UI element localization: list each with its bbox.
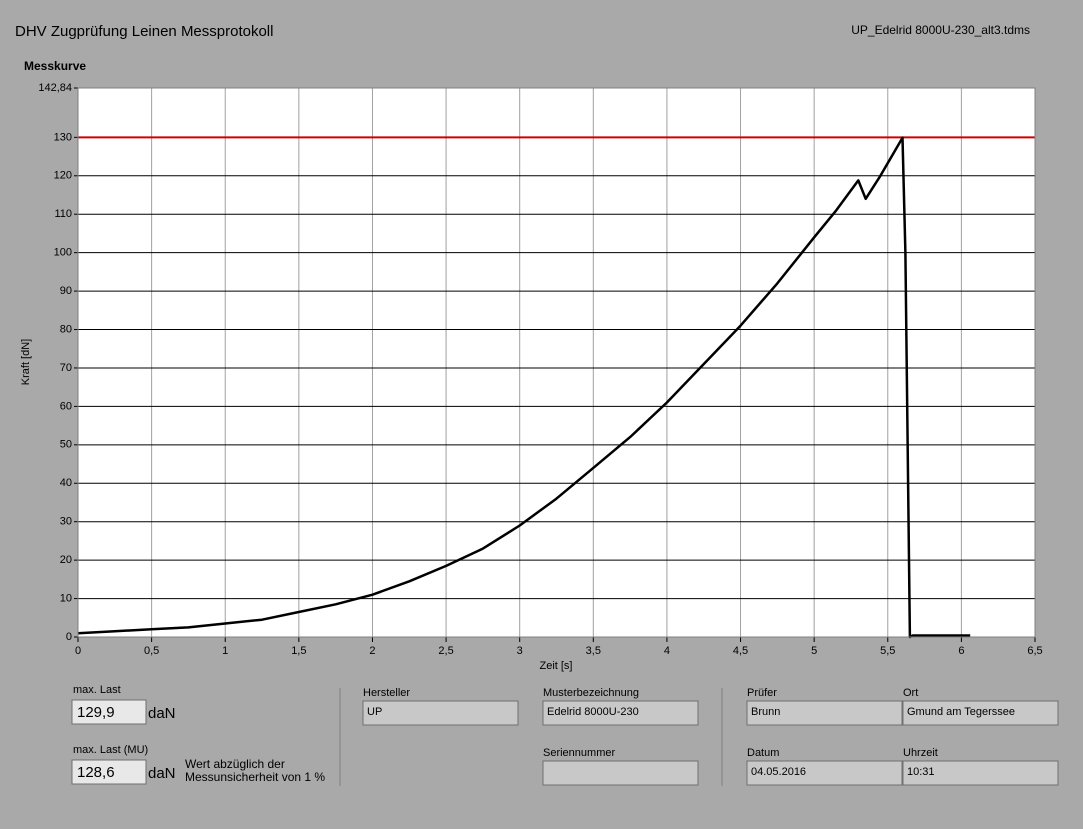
plot-area xyxy=(78,88,1035,637)
page-title: DHV Zugprüfung Leinen Messprotokoll xyxy=(15,23,273,40)
y-tick-label: 90 xyxy=(60,285,72,297)
chart: 0 0,5 1 1,5 2 2,5 3 3,5 4 4,5 5 5,5 6 6,5 0 10 20 30 40 50 6… xyxy=(38,82,1042,657)
field-label: Ort xyxy=(903,687,918,699)
note: Wert abzüglich der xyxy=(185,757,285,771)
x-axis-label: Zeit [s] xyxy=(539,660,572,672)
field-box xyxy=(542,700,699,726)
x-tick-label: 4 xyxy=(664,645,670,657)
field-box xyxy=(542,760,699,786)
field-box xyxy=(71,699,147,725)
x-tick-label: 6,5 xyxy=(1027,645,1042,657)
field-label: Datum xyxy=(747,747,779,759)
curve xyxy=(77,136,971,639)
x-tick-label: 6 xyxy=(958,645,964,657)
x-tick-label: 2 xyxy=(369,645,375,657)
y-tick-label: 30 xyxy=(60,516,72,528)
y-tick-label: 110 xyxy=(54,208,72,220)
field-value: Brunn xyxy=(751,706,780,718)
field-box xyxy=(71,759,147,785)
field-label: Musterbezeichnung xyxy=(543,687,639,699)
field-value: 10:31 xyxy=(907,766,935,778)
file-name: UP_Edelrid 8000U-230_alt3.tdms xyxy=(851,23,1030,37)
field-label: Uhrzeit xyxy=(903,747,938,759)
field-value: UP xyxy=(367,706,382,718)
note: Messunsicherheit von 1 % xyxy=(185,770,325,784)
field-box xyxy=(902,760,1059,786)
field-value: Edelrid 8000U-230 xyxy=(547,706,639,718)
field-box xyxy=(746,760,903,786)
field-label: Prüfer xyxy=(747,687,777,699)
y-tick-label: 120 xyxy=(54,170,72,182)
y-tick-label: 80 xyxy=(60,323,72,335)
x-tick-label: 1,5 xyxy=(291,645,306,657)
y-tick-label: 142,84 xyxy=(38,82,72,94)
field-label: max. Last xyxy=(73,684,121,696)
y-tick-label: 50 xyxy=(60,439,72,451)
y-tick-label: 0 xyxy=(66,631,72,643)
x-tick-label: 3,5 xyxy=(586,645,601,657)
x-tick-label: 4,5 xyxy=(733,645,748,657)
field-box xyxy=(362,700,519,726)
y-tick-label: 40 xyxy=(60,477,72,489)
chart-title: Messkurve xyxy=(24,59,86,73)
field-value: 04.05.2016 xyxy=(751,766,806,778)
field-value: 129,9 xyxy=(77,704,115,721)
x-tick-label: 0 xyxy=(75,645,81,657)
y-tick-label: 10 xyxy=(60,592,72,604)
x-tick-label: 1 xyxy=(222,645,228,657)
field-value: Gmund am Tegerssee xyxy=(907,706,1015,718)
y-tick-label: 70 xyxy=(60,362,72,374)
x-tick-label: 5,5 xyxy=(880,645,895,657)
field-box xyxy=(902,700,1059,726)
plot-border xyxy=(77,87,1036,638)
y-tick-label: 100 xyxy=(54,247,72,259)
field-label: Hersteller xyxy=(363,687,410,699)
x-tick-label: 3 xyxy=(517,645,523,657)
unit: daN xyxy=(148,765,176,782)
y-axis-label: Kraft [dN] xyxy=(20,339,32,385)
field-label: Seriennummer xyxy=(543,747,615,759)
field-value: 128,6 xyxy=(77,764,115,781)
x-tick-label: 0,5 xyxy=(144,645,159,657)
y-tick-label: 20 xyxy=(60,554,72,566)
y-tick-label: 60 xyxy=(60,400,72,412)
field-label: max. Last (MU) xyxy=(73,744,148,756)
x-tick-label: 5 xyxy=(811,645,817,657)
field-box xyxy=(746,700,903,726)
unit: daN xyxy=(148,705,176,722)
y-tick-label: 130 xyxy=(54,131,72,143)
x-tick-label: 2,5 xyxy=(438,645,453,657)
